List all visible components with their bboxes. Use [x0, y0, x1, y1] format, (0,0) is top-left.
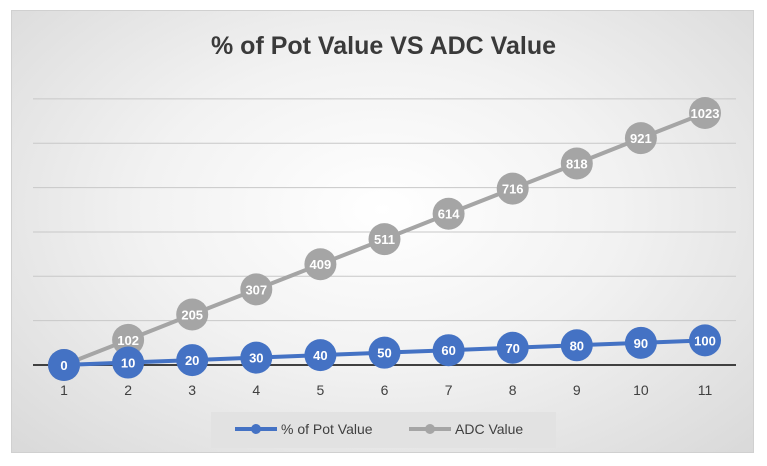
data-point	[560, 329, 593, 362]
x-tick-label: 11	[698, 382, 713, 398]
x-tick-label: 8	[509, 382, 517, 398]
x-tick-label: 7	[445, 382, 453, 398]
data-label: 90	[634, 336, 648, 351]
data-label: 921	[630, 131, 652, 146]
x-tick-label: 2	[124, 382, 132, 398]
data-point	[689, 324, 721, 357]
data-label: 511	[374, 232, 395, 247]
data-point	[240, 341, 273, 374]
data-label: 818	[566, 156, 588, 171]
legend-label-pot-value: % of Pot Value	[281, 421, 373, 437]
legend-swatch-adc-value	[409, 422, 451, 436]
data-label: 102	[117, 333, 139, 348]
x-tick-label: 6	[381, 382, 389, 398]
data-label: 50	[377, 346, 391, 361]
data-point	[112, 323, 145, 356]
series-layer: 0102205307409511614716818921102301020304…	[48, 96, 721, 381]
x-tick-label: 9	[573, 382, 581, 398]
data-label: 100	[694, 333, 716, 348]
data-label: 0	[60, 358, 67, 373]
data-label: 60	[441, 343, 455, 358]
x-tick-label: 10	[633, 382, 649, 398]
data-point	[112, 346, 145, 379]
data-point	[432, 334, 465, 367]
x-tick-label: 4	[252, 382, 260, 398]
data-point	[496, 331, 529, 364]
data-label: 307	[245, 282, 267, 297]
data-point	[560, 147, 593, 180]
data-point	[304, 248, 337, 281]
data-point	[368, 336, 401, 369]
data-point	[176, 344, 209, 377]
data-label: 30	[249, 351, 263, 366]
data-label: 80	[570, 338, 584, 353]
data-label: 70	[505, 341, 519, 356]
legend-item-adc-value: ADC Value	[409, 421, 523, 437]
data-point	[240, 273, 273, 306]
data-label: 10	[121, 356, 135, 371]
legend-swatch-pot-value	[235, 422, 277, 436]
data-point	[689, 96, 721, 129]
data-point	[624, 326, 657, 359]
x-tick-label: 5	[317, 382, 325, 398]
data-label: 1023	[691, 106, 720, 121]
data-label: 409	[310, 257, 332, 272]
legend: % of Pot Value ADC Value	[211, 412, 556, 448]
data-label: 20	[185, 353, 199, 368]
legend-label-adc-value: ADC Value	[455, 421, 524, 437]
data-point	[496, 172, 529, 205]
data-point	[176, 298, 209, 331]
x-tick-label: 3	[188, 382, 196, 398]
data-point	[368, 223, 401, 256]
data-label: 614	[438, 207, 460, 222]
x-tick-labels: 1 2 3 4 5 6 7 8 9 10 11	[60, 382, 712, 398]
legend-item-pot-value: % of Pot Value	[235, 421, 373, 437]
data-point	[624, 122, 657, 155]
data-point	[304, 339, 337, 372]
data-point	[432, 197, 465, 230]
data-label: 716	[502, 182, 524, 197]
data-label: 40	[313, 348, 327, 363]
data-label: 205	[181, 307, 203, 322]
data-point	[48, 349, 80, 381]
x-tick-label: 1	[60, 382, 68, 398]
chart-title: % of Pot Value VS ADC Value	[211, 32, 556, 60]
